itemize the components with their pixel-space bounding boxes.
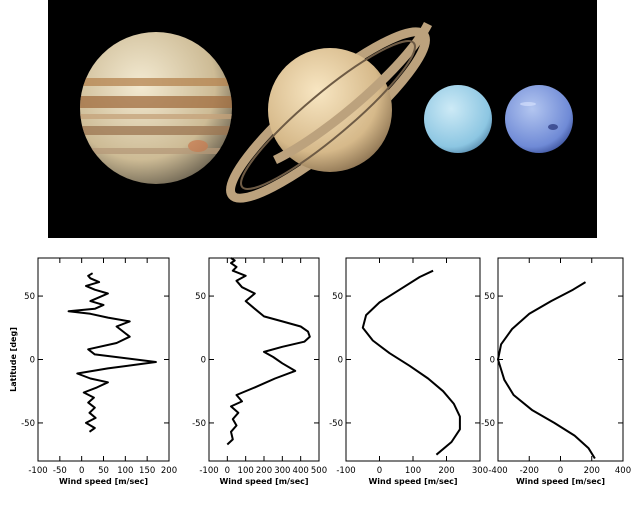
neptune-xtick-label: 200 bbox=[584, 466, 600, 476]
neptune-ytick-label: 0 bbox=[490, 356, 495, 366]
saturn-xtick-label: 300 bbox=[274, 466, 290, 476]
uranus-ytick-label: -50 bbox=[329, 419, 343, 429]
uranus-xtick-label: 300 bbox=[472, 466, 488, 476]
saturn-xtick-label: 200 bbox=[256, 466, 272, 476]
planet-illustration bbox=[80, 21, 573, 203]
saturn-xtick-label: 100 bbox=[238, 466, 254, 476]
planet-image bbox=[48, 0, 597, 238]
uranus-wind-profile-line bbox=[361, 269, 461, 456]
uranus-planet bbox=[424, 85, 492, 153]
saturn-xtick-label: -100 bbox=[199, 466, 218, 476]
jupiter-x-axis-label: Wind speed [m/sec] bbox=[59, 477, 148, 486]
saturn-xtick-label: 400 bbox=[293, 466, 309, 476]
neptune-plot-frame bbox=[497, 257, 624, 462]
jupiter-ytick-label: 50 bbox=[24, 292, 35, 302]
jupiter-xtick-label: -50 bbox=[53, 466, 67, 476]
jupiter-xtick-label: -100 bbox=[28, 466, 47, 476]
uranus-xtick-label: 0 bbox=[377, 466, 382, 476]
neptune-planet bbox=[505, 85, 573, 153]
uranus-ytick-label: 50 bbox=[332, 292, 343, 302]
saturn-ytick-label: 0 bbox=[201, 356, 206, 366]
neptune-xtick-label: -200 bbox=[520, 466, 539, 476]
neptune-wind-profile-line bbox=[497, 281, 596, 460]
saturn-ytick-label: 50 bbox=[195, 292, 206, 302]
saturn-xtick-label: 500 bbox=[311, 466, 327, 476]
jupiter-xtick-label: 0 bbox=[79, 466, 84, 476]
jupiter-plot-frame bbox=[37, 257, 170, 462]
saturn-chart: -100 0 100 200 300 400 500 -50 0 50 Wind speed [m/… bbox=[192, 257, 327, 486]
neptune-xtick-label: -400 bbox=[488, 466, 507, 476]
neptune-xtick-label: 0 bbox=[558, 466, 563, 476]
uranus-x-axis-label: Wind speed [m/sec] bbox=[368, 477, 457, 486]
jupiter-xtick-label: 50 bbox=[98, 466, 109, 476]
saturn-plot-frame bbox=[208, 257, 320, 462]
jupiter-wind-profile-line bbox=[67, 272, 157, 433]
wind-profile-charts: -100 -50 0 50 100 150 200 -50 0 50 Wind speed [m/s… bbox=[0, 238, 640, 505]
neptune-x-axis-label: Wind speed [m/sec] bbox=[516, 477, 605, 486]
jupiter-ytick-label: -50 bbox=[21, 419, 35, 429]
jupiter-ytick-label: 0 bbox=[30, 356, 35, 366]
saturn-wind-profile-line bbox=[226, 257, 311, 446]
uranus-ytick-label: 0 bbox=[338, 356, 343, 366]
jupiter-planet bbox=[80, 32, 232, 184]
jupiter-xtick-label: 100 bbox=[117, 466, 133, 476]
uranus-xtick-label: -100 bbox=[336, 466, 355, 476]
neptune-xtick-label: 400 bbox=[615, 466, 631, 476]
neptune-chart: -400 -200 0 200 400 -50 0 50 Wind speed [m/sec] bbox=[481, 257, 631, 486]
jupiter-xtick-label: 200 bbox=[161, 466, 177, 476]
neptune-ytick-label: 50 bbox=[484, 292, 495, 302]
neptune-ytick-label: -50 bbox=[481, 419, 495, 429]
uranus-chart: -100 0 100 200 300 -50 0 50 Wind speed [m/sec] bbox=[329, 257, 488, 486]
uranus-xtick-label: 100 bbox=[405, 466, 421, 476]
jupiter-y-axis-label: Latitude [deg] bbox=[9, 327, 18, 392]
saturn-xtick-label: 0 bbox=[225, 466, 230, 476]
uranus-xtick-label: 200 bbox=[438, 466, 454, 476]
saturn-planet bbox=[226, 21, 433, 203]
jupiter-xtick-label: 150 bbox=[139, 466, 155, 476]
saturn-x-axis-label: Wind speed [m/sec] bbox=[219, 477, 308, 486]
saturn-ytick-label: -50 bbox=[192, 419, 206, 429]
